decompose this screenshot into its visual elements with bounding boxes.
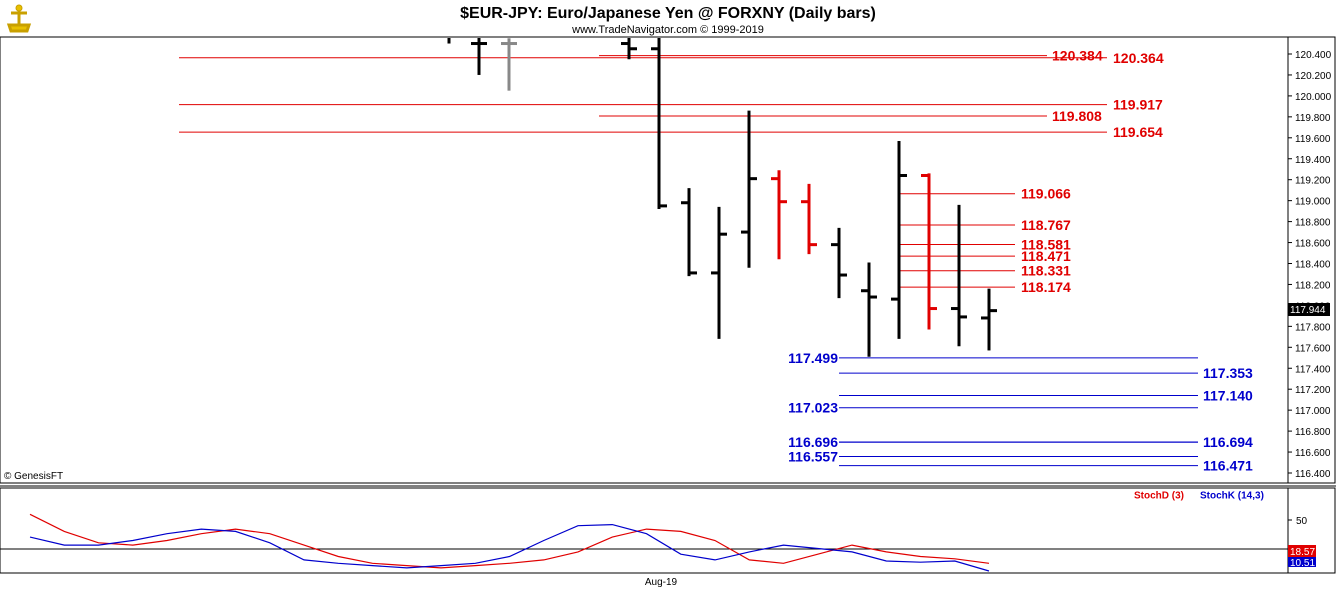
ohlc-bar xyxy=(831,227,847,299)
ohlc-bar xyxy=(651,38,667,210)
level-label: 116.557 xyxy=(788,449,838,465)
y-tick-label: 118.800 xyxy=(1295,218,1331,229)
level-label: 118.767 xyxy=(1021,217,1071,233)
level-lines: 120.384 120.364 119.917 119.808 119.654 119.0… xyxy=(179,48,1253,474)
stochd-last-value: 18.57 xyxy=(1290,547,1315,558)
ohlc-bar xyxy=(861,262,877,357)
stoch-y-axis: 50 xyxy=(0,516,1308,550)
last-price-marker: 117.944 xyxy=(1288,303,1330,316)
chart-subtitle: www.TradeNavigator.com © 1999-2019 xyxy=(571,24,764,36)
level-label: 117.353 xyxy=(1203,365,1253,381)
price-y-axis: 116.400 116.600 116.800 117.000 117.200 117.4… xyxy=(1288,50,1332,480)
y-tick-label: 117.000 xyxy=(1295,406,1331,417)
copyright-label: © GenesisFT xyxy=(4,471,63,482)
y-tick-label: 117.600 xyxy=(1295,343,1331,354)
y-tick-label: 119.600 xyxy=(1295,134,1331,145)
y-tick-label: 118.600 xyxy=(1295,239,1331,250)
y-tick-label: 117.800 xyxy=(1295,322,1331,333)
stoch-last-values: 18.57 10.51 xyxy=(1288,545,1316,569)
logo-icon xyxy=(3,3,35,33)
price-panel-frame xyxy=(0,36,1289,484)
ohlc-bar xyxy=(951,204,967,347)
level-label: 118.581 xyxy=(1021,237,1071,253)
y-tick-label: 118.200 xyxy=(1295,280,1331,291)
y-tick-label: 120.200 xyxy=(1295,71,1332,82)
level-label: 119.808 xyxy=(1052,108,1102,124)
level-label: 120.384 xyxy=(1052,48,1103,64)
ohlc-bar xyxy=(801,183,817,255)
y-tick-label: 119.200 xyxy=(1295,176,1331,187)
y-tick-label: 118.400 xyxy=(1295,260,1331,271)
ohlc-bar xyxy=(741,110,757,268)
ohlc-bar xyxy=(921,173,937,330)
level-label: 120.364 xyxy=(1113,50,1164,66)
level-label: 116.694 xyxy=(1203,434,1253,450)
ohlc-bar xyxy=(621,38,637,60)
x-tick-label: Aug-19 xyxy=(645,577,678,588)
ohlc-bars xyxy=(447,38,997,357)
price-axis-frame xyxy=(1287,36,1336,484)
stochd-legend: StochD (3) xyxy=(1134,490,1184,501)
level-label: 117.140 xyxy=(1203,387,1253,403)
ohlc-bar xyxy=(981,288,997,351)
ohlc-bar xyxy=(771,170,787,260)
level-label: 117.023 xyxy=(788,400,838,416)
y-tick-label: 120.400 xyxy=(1295,50,1332,61)
y-tick-label: 116.400 xyxy=(1295,469,1331,480)
ohlc-bar xyxy=(501,38,517,91)
level-label: 119.654 xyxy=(1113,124,1163,140)
level-label: 118.174 xyxy=(1021,279,1071,295)
ohlc-bar xyxy=(681,188,697,277)
level-label: 116.696 xyxy=(788,434,838,450)
y-tick-label: 116.800 xyxy=(1295,427,1331,438)
stoch-tick-label: 50 xyxy=(1296,516,1308,527)
stoch-lines xyxy=(29,513,990,572)
ohlc-bar xyxy=(471,38,487,75)
level-label: 119.066 xyxy=(1021,186,1071,202)
level-label: 116.471 xyxy=(1203,458,1253,474)
y-tick-label: 119.800 xyxy=(1295,113,1331,124)
header: $EUR-JPY: Euro/Japanese Yen @ FORXNY (Da… xyxy=(3,3,876,36)
level-label: 118.471 xyxy=(1021,248,1071,264)
stochk-last-value: 10.51 xyxy=(1290,558,1315,569)
stoch-series-line xyxy=(29,513,990,569)
y-tick-label: 117.400 xyxy=(1295,364,1331,375)
stochk-legend: StochK (14,3) xyxy=(1200,490,1264,501)
level-label: 118.331 xyxy=(1021,263,1071,279)
y-tick-label: 119.000 xyxy=(1295,197,1331,208)
level-label: 117.499 xyxy=(788,350,838,366)
y-tick-label: 116.600 xyxy=(1295,448,1331,459)
stoch-series-line xyxy=(29,523,990,572)
stoch-axis-frame xyxy=(1287,487,1336,574)
y-tick-label: 117.200 xyxy=(1295,385,1331,396)
ohlc-bar xyxy=(711,206,727,339)
y-tick-label: 120.000 xyxy=(1295,92,1332,103)
ohlc-bar xyxy=(891,140,907,339)
y-tick-label: 119.400 xyxy=(1295,155,1331,166)
last-price-label: 117.944 xyxy=(1290,305,1326,316)
chart-title: $EUR-JPY: Euro/Japanese Yen @ FORXNY (Da… xyxy=(460,5,876,22)
level-label: 119.917 xyxy=(1113,97,1163,113)
